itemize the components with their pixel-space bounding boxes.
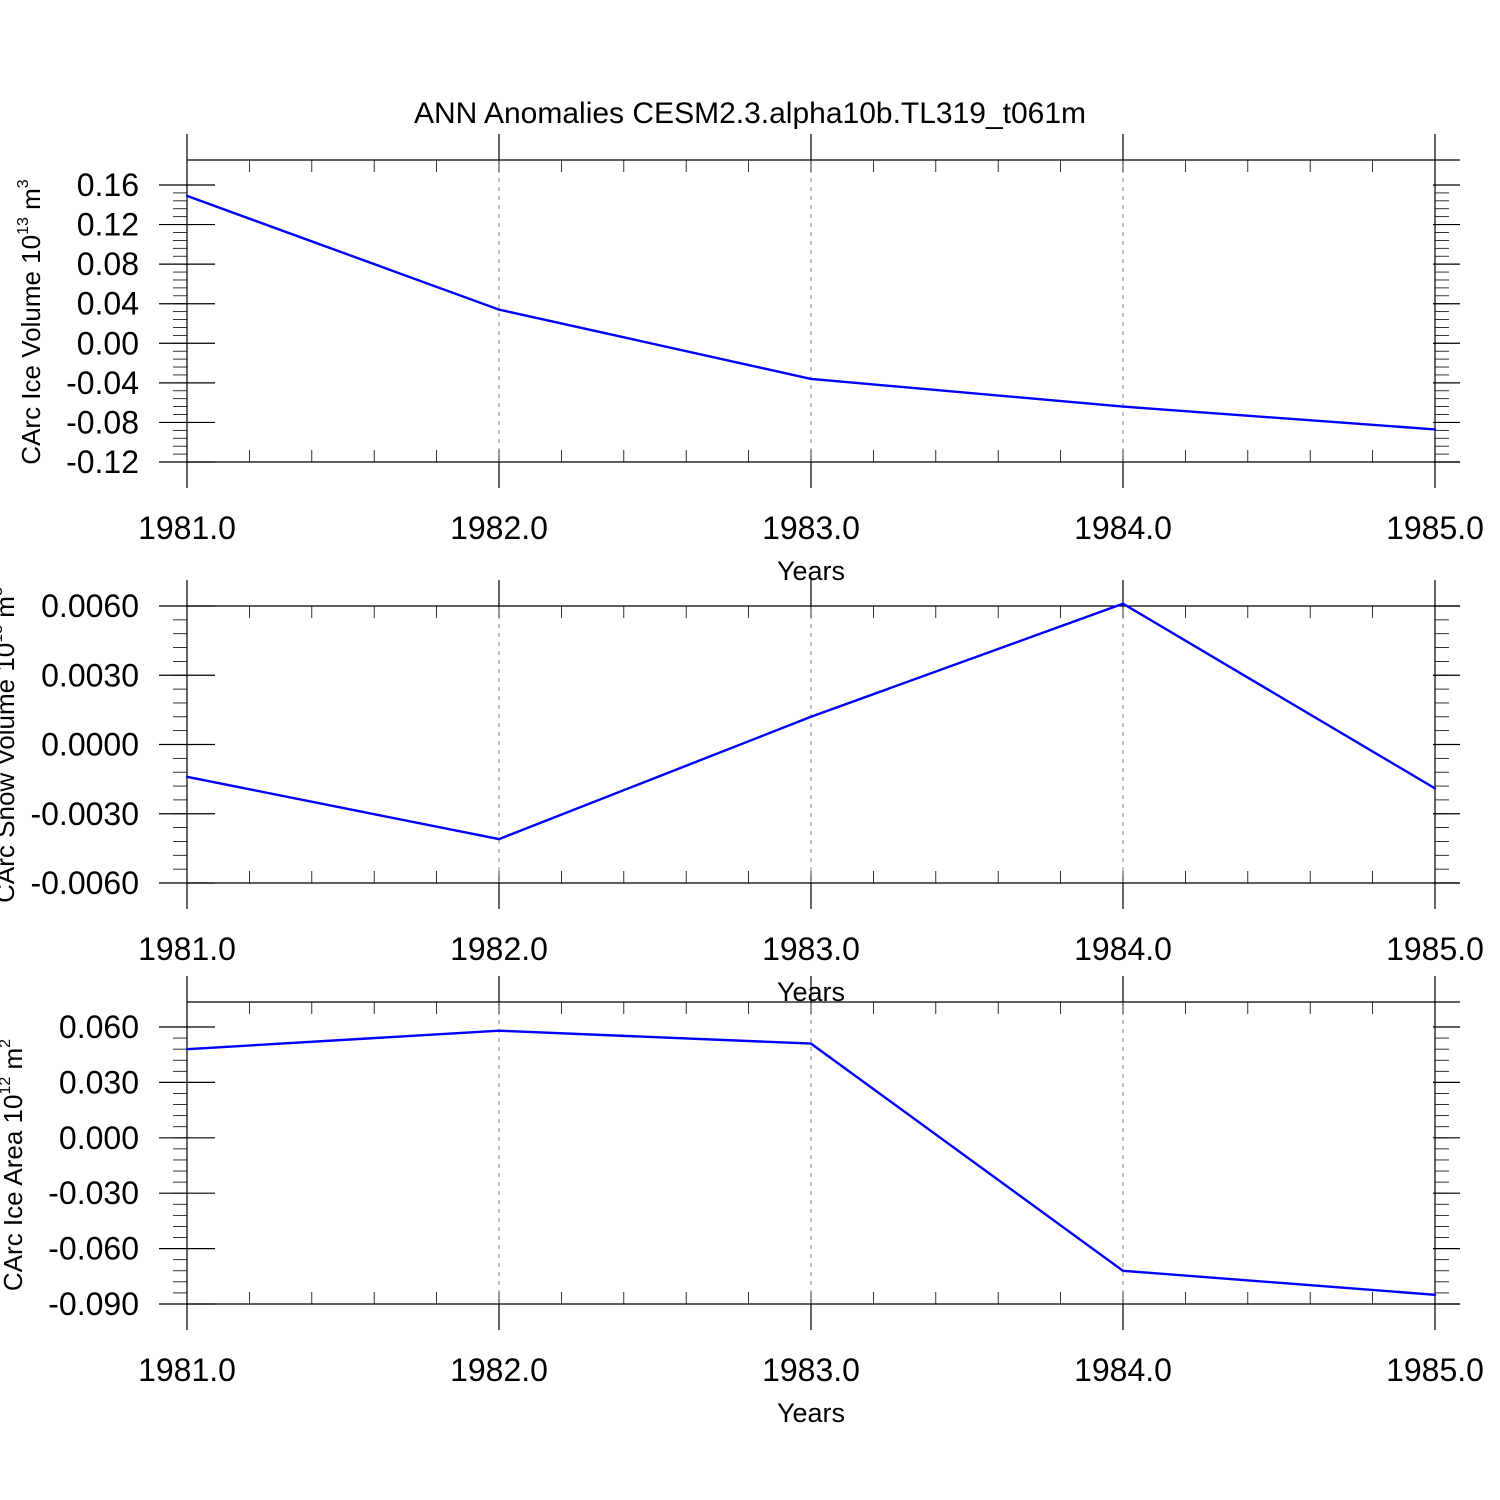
y-axis-title: CArc Snow Volume 1013 m3 [0, 587, 20, 903]
figure-title: ANN Anomalies CESM2.3.alpha10b.TL319_t06… [414, 97, 1086, 130]
y-tick-label: -0.030 [48, 1175, 139, 1211]
data-point [1121, 602, 1125, 605]
data-point [1433, 428, 1437, 431]
y-axis-title: CArc Ice Area 1012 m2 [0, 1039, 28, 1291]
data-point [1121, 405, 1125, 408]
y-axis-title: CArc Ice Volume 1013 m3 [15, 179, 46, 464]
y-tick-label: -0.0060 [30, 865, 139, 901]
panel-1: -0.12 -0.08-0.04 0.000.04 0.080.12 0.16 1981.… [15, 134, 1484, 586]
data-point [1433, 1293, 1437, 1296]
data-point [809, 1042, 813, 1045]
x-tick-label: 1983.0 [762, 931, 860, 967]
y-tick-label: 0.030 [59, 1064, 139, 1100]
y-tick-label: 0.060 [59, 1009, 139, 1045]
y-tick-label: -0.0030 [30, 796, 139, 832]
x-tick-label: 1982.0 [450, 931, 548, 967]
series-line-1 [186, 602, 1436, 841]
y-tick-label: 0.000 [59, 1120, 139, 1156]
x-tick-label: 1985.0 [1386, 1352, 1484, 1388]
y-tick-label: 0.0030 [41, 657, 139, 693]
y-tick-label: -0.04 [66, 365, 139, 401]
x-tick-label: 1984.0 [1074, 1352, 1172, 1388]
x-tick-label: 1984.0 [1074, 510, 1172, 546]
data-point [185, 194, 189, 198]
x-tick-label: 1984.0 [1074, 931, 1172, 967]
data-point [1433, 787, 1437, 790]
data-point [185, 1047, 189, 1051]
data-point [497, 1029, 501, 1032]
x-tick-label: 1985.0 [1386, 931, 1484, 967]
x-tick-label: 1981.0 [138, 510, 236, 546]
y-tick-label: 0.0000 [41, 727, 139, 763]
y-tick-label: -0.060 [48, 1231, 139, 1267]
y-tick-label: 0.12 [77, 207, 139, 243]
data-point [497, 837, 501, 841]
panel-2: -0.0060 -0.0030 0.0000 0.0030 0.0060 1981.0 19… [0, 580, 1484, 1007]
x-tick-label: 1983.0 [762, 510, 860, 546]
data-point [809, 377, 813, 381]
y-tick-label: -0.090 [48, 1286, 139, 1322]
data-point [497, 308, 501, 311]
y-tick-label: -0.08 [66, 404, 139, 440]
panel-3: -0.090 -0.060 -0.030 0.000 0.030 0.060 1981.0 1… [0, 976, 1484, 1428]
x-tick-label: 1982.0 [450, 1352, 548, 1388]
data-point [1121, 1269, 1125, 1272]
y-tick-label: 0.08 [77, 246, 139, 282]
data-point [809, 715, 813, 718]
data-point [185, 775, 189, 779]
x-tick-label: 1981.0 [138, 931, 236, 967]
y-tick-label: 0.0060 [41, 588, 139, 624]
y-tick-label: 0.04 [77, 286, 139, 322]
y-tick-label: -0.12 [66, 444, 139, 480]
y-tick-label: 0.16 [77, 167, 139, 203]
x-tick-label: 1985.0 [1386, 510, 1484, 546]
x-axis-title: Years [777, 1398, 845, 1428]
x-tick-label: 1982.0 [450, 510, 548, 546]
x-tick-label: 1983.0 [762, 1352, 860, 1388]
y-tick-label: 0.00 [77, 325, 139, 361]
x-tick-label: 1981.0 [138, 1352, 236, 1388]
